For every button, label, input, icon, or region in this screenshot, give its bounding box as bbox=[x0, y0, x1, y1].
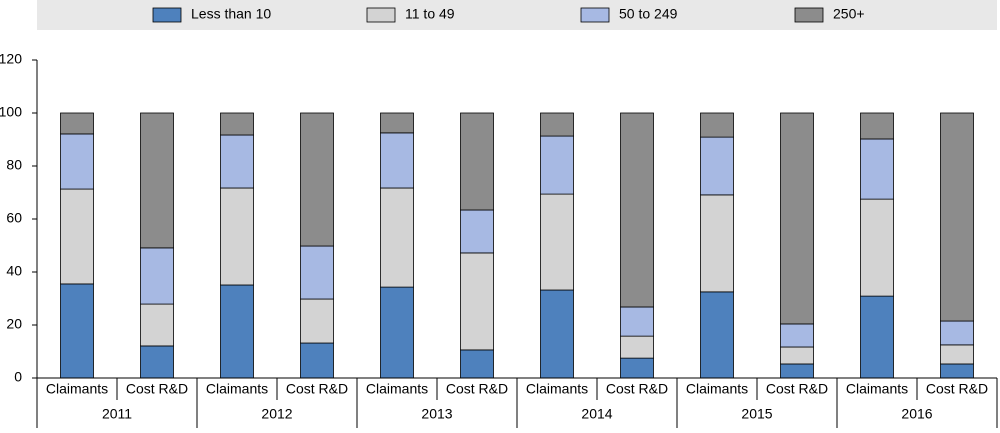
bar-segment bbox=[380, 132, 414, 189]
bar-segment bbox=[940, 363, 974, 379]
bar-segment bbox=[140, 247, 174, 305]
x-tick-label: Cost R&D bbox=[766, 381, 828, 397]
bar-segment bbox=[380, 187, 414, 288]
group-label: 2014 bbox=[581, 406, 612, 422]
group-label: 2015 bbox=[741, 406, 772, 422]
x-tick-label: Cost R&D bbox=[126, 381, 188, 397]
x-tick-label: Cost R&D bbox=[926, 381, 988, 397]
bar-segment bbox=[700, 291, 734, 379]
legend-swatch bbox=[794, 7, 824, 23]
legend-swatch bbox=[366, 7, 396, 23]
y-tick-label: 20 bbox=[6, 316, 22, 332]
bar-segment bbox=[140, 112, 174, 249]
bar-segment bbox=[300, 298, 334, 344]
bar-segment bbox=[860, 138, 894, 200]
bar-segment bbox=[540, 135, 574, 195]
y-tick-label: 60 bbox=[6, 210, 22, 226]
bar-segment bbox=[940, 112, 974, 322]
bar-segment bbox=[220, 134, 254, 189]
y-tick-label: 40 bbox=[6, 263, 22, 279]
bar-segment bbox=[140, 303, 174, 347]
bar-segment bbox=[300, 112, 334, 247]
legend-label: 50 to 249 bbox=[619, 6, 678, 22]
group-label: 2013 bbox=[421, 406, 452, 422]
bar-segment bbox=[860, 112, 894, 140]
bar-segment bbox=[780, 346, 814, 365]
bar-segment bbox=[940, 320, 974, 346]
legend-swatch bbox=[580, 7, 610, 23]
bar-segment bbox=[540, 193, 574, 291]
x-tick-label: Claimants bbox=[206, 381, 268, 397]
bar-segment bbox=[460, 112, 494, 211]
x-tick-label: Claimants bbox=[686, 381, 748, 397]
bar-segment bbox=[540, 112, 574, 137]
bar-segment bbox=[60, 283, 94, 379]
bar-segment bbox=[300, 342, 334, 379]
legend-label: 11 to 49 bbox=[405, 6, 455, 22]
bar-segment bbox=[860, 198, 894, 297]
legend-swatch bbox=[152, 7, 182, 23]
x-tick-label: Cost R&D bbox=[446, 381, 508, 397]
x-tick-label: Claimants bbox=[46, 381, 108, 397]
group-label: 2012 bbox=[261, 406, 292, 422]
bar-segment bbox=[380, 112, 414, 134]
x-tick-label: Cost R&D bbox=[606, 381, 668, 397]
x-tick-label: Claimants bbox=[526, 381, 588, 397]
bar-segment bbox=[60, 133, 94, 190]
bar-segment bbox=[620, 306, 654, 337]
bar-segment bbox=[460, 252, 494, 351]
bar-segment bbox=[380, 286, 414, 379]
bar-segment bbox=[780, 323, 814, 348]
y-tick-label: 100 bbox=[0, 104, 22, 120]
y-tick-label: 0 bbox=[14, 369, 22, 385]
legend-label: Less than 10 bbox=[191, 6, 271, 22]
bar-segment bbox=[460, 209, 494, 254]
bar-segment bbox=[780, 112, 814, 325]
bar-segment bbox=[700, 112, 734, 138]
bar-segment bbox=[60, 112, 94, 135]
x-tick-label: Claimants bbox=[846, 381, 908, 397]
x-tick-label: Cost R&D bbox=[286, 381, 348, 397]
bar-segment bbox=[780, 363, 814, 379]
group-label: 2016 bbox=[901, 406, 932, 422]
bar-segment bbox=[620, 112, 654, 308]
bar-segment bbox=[860, 295, 894, 379]
legend-box bbox=[37, 0, 997, 30]
bar-segment bbox=[60, 188, 94, 285]
bar-segment bbox=[220, 187, 254, 286]
bar-segment bbox=[620, 335, 654, 359]
group-label: 2011 bbox=[102, 406, 132, 422]
bar-segment bbox=[140, 345, 174, 379]
bar-segment bbox=[220, 284, 254, 379]
x-tick-label: Claimants bbox=[366, 381, 428, 397]
bar-segment bbox=[700, 136, 734, 196]
bar-segment bbox=[700, 194, 734, 293]
y-tick-label: 80 bbox=[6, 157, 22, 173]
bar-segment bbox=[540, 289, 574, 379]
bar-segment bbox=[620, 357, 654, 379]
legend-label: 250+ bbox=[833, 6, 865, 22]
bar-segment bbox=[300, 245, 334, 300]
y-tick-label: 120 bbox=[0, 51, 22, 67]
bar-segment bbox=[220, 112, 254, 136]
bar-segment bbox=[460, 349, 494, 379]
bar-segment bbox=[940, 344, 974, 365]
